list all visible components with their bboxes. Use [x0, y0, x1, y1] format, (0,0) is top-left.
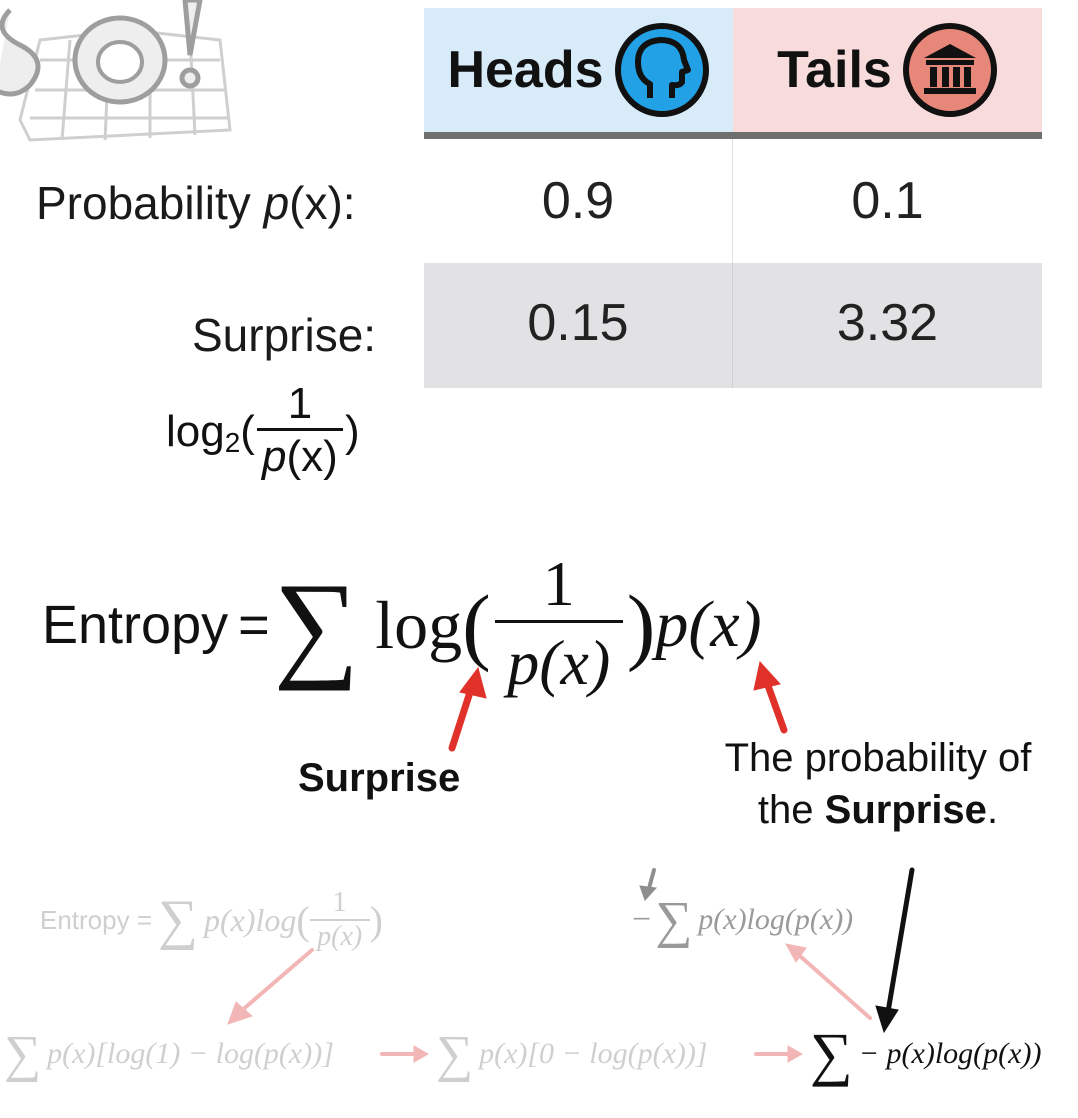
- entropy-label: Entropy: [42, 595, 229, 655]
- derivation-step1-close: ): [369, 897, 383, 943]
- surprise-arrow: [448, 682, 476, 752]
- entropy-open-paren: (: [462, 577, 491, 673]
- surprise-formula-denominator: p(x): [262, 431, 338, 483]
- value-heads-probability: 0.9: [541, 172, 615, 230]
- header-divider: [424, 132, 1042, 139]
- derivation-line-a: ∑ p(x)[log(1) − log(p(x))]: [4, 1022, 334, 1086]
- derivation-line-a-sigma: ∑: [4, 1025, 42, 1083]
- surprise-formula-fraction: 1 p(x): [256, 379, 343, 483]
- surprise-formula-den-x: (x): [286, 432, 338, 481]
- entropy-log: log: [375, 586, 463, 663]
- derivation-line-c: ∑ − p(x)log(p(x)): [810, 1020, 1042, 1087]
- surprise-annotation: Surprise: [298, 756, 461, 800]
- surprise-formula-log: log: [166, 406, 225, 456]
- derivation-step2-sigma: ∑: [655, 891, 693, 949]
- header-heads-label: Heads: [447, 41, 604, 99]
- probability-row-label: Probability p(x):: [36, 176, 356, 230]
- entropy-sigma: ∑: [273, 558, 360, 691]
- probability-annotation-line2: the Surprise.: [700, 784, 1056, 836]
- probability-table: Heads Tails 0.9 0.1 0.15 3.32: [424, 8, 1042, 388]
- probability-arrow: [762, 676, 788, 734]
- surprise-formula-close: ): [344, 406, 360, 456]
- probability-annotation-period: .: [986, 788, 999, 832]
- value-tails-surprise: 3.32: [836, 294, 939, 352]
- logo: [0, 0, 232, 142]
- derivation-arrow-down: [238, 948, 314, 1014]
- cell-tails-surprise: 3.32: [733, 263, 1042, 388]
- entropy-equation: Entropy = ∑ log ( 1 p(x) ) p(x): [42, 540, 762, 710]
- derivation-step1-open: (: [296, 897, 310, 943]
- header-tails-label: Tails: [777, 41, 892, 99]
- entropy-px: p(x): [655, 588, 762, 661]
- derivation-line-b-body: p(x)[0 − log(p(x))]: [479, 1037, 708, 1070]
- derivation-step1: Entropy = ∑ p(x)log ( 1 p(x) ): [40, 880, 383, 960]
- derivation-line-c-body: − p(x)log(p(x)): [858, 1037, 1042, 1070]
- derivation-step1-den: p(x): [317, 921, 363, 952]
- derivation-line-c-sigma: ∑: [810, 1020, 853, 1087]
- derivation-arrow-up: [798, 954, 872, 1020]
- probability-arrow-head: [753, 660, 781, 691]
- cell-heads-surprise: 0.15: [424, 263, 733, 388]
- derivation-step1-label: Entropy =: [40, 904, 153, 935]
- surprise-formula: log 2 ( 1 p(x) ): [166, 380, 360, 483]
- derivation-step2-minus: −: [632, 901, 652, 938]
- surprise-formula-den-p: p: [262, 432, 287, 481]
- surprise-formula-open: (: [240, 406, 255, 456]
- derivation-line-b-sigma: ∑: [436, 1025, 474, 1083]
- probability-annotation: The probability of the Surprise.: [700, 732, 1056, 836]
- head-profile-icon: [614, 23, 709, 117]
- surprise-row-label: Surprise:: [192, 309, 377, 361]
- black-arrow-head: [875, 1005, 899, 1034]
- entropy-equals: =: [238, 595, 270, 655]
- probability-annotation-surprise: Surprise: [824, 788, 987, 832]
- cell-tails-probability: 0.1: [733, 139, 1042, 263]
- derivation-step1-fraction: 1 p(x): [309, 887, 370, 953]
- value-heads-surprise: 0.15: [527, 294, 629, 352]
- derivation-line-a-body: p(x)[log(1) − log(p(x))]: [47, 1037, 334, 1070]
- derivation-step2-body: p(x)log(p(x)): [698, 903, 854, 936]
- derivation-step1-sigma: ∑: [158, 889, 198, 951]
- derivation-line-b: ∑ p(x)[0 − log(p(x))]: [436, 1022, 708, 1086]
- entropy-numerator: 1: [542, 547, 575, 619]
- probability-annotation-the: the: [757, 788, 825, 832]
- bank-building-icon: [902, 23, 997, 117]
- probability-label-p: p: [263, 177, 290, 229]
- entropy-fraction: 1 p(x): [494, 547, 623, 703]
- surprise-formula-base: 2: [224, 426, 241, 458]
- surprise-formula-numerator: 1: [287, 379, 313, 428]
- probability-annotation-line1: The probability of: [724, 736, 1032, 780]
- entropy-denominator: p(x): [507, 626, 611, 698]
- surprise-arrow-head: [459, 666, 487, 699]
- probability-label-tail: (x):: [289, 177, 356, 229]
- derivation-step1-num: 1: [332, 887, 347, 918]
- derivation-step2: − ∑ p(x)log(p(x)): [632, 890, 853, 950]
- black-arrow: [885, 867, 915, 1015]
- header-heads: Heads: [424, 8, 733, 132]
- derivation-step1-body: p(x)log: [203, 901, 297, 938]
- probability-label-text: Probability: [36, 177, 251, 229]
- value-tails-probability: 0.1: [851, 172, 924, 230]
- cell-heads-probability: 0.9: [424, 139, 733, 263]
- entropy-close-paren: ): [626, 577, 656, 673]
- header-tails: Tails: [733, 8, 1042, 132]
